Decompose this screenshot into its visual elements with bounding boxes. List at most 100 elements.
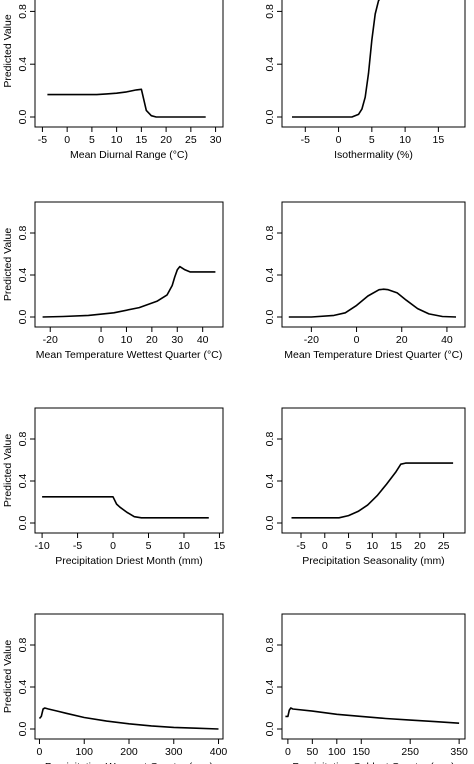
- x-tick-label: 0: [354, 334, 360, 346]
- plot-frame: [34, 0, 224, 128]
- x-tick-label: 350: [450, 746, 468, 758]
- x-tick-label: 50: [306, 746, 318, 758]
- x-tick-label: 100: [75, 746, 93, 758]
- y-axis-label: Predicted Value: [2, 434, 14, 508]
- response-curve-line: [291, 462, 454, 519]
- plot-frame: [34, 201, 224, 328]
- plot-frame: [281, 407, 466, 534]
- y-tick-label: 0.8: [17, 432, 29, 447]
- x-tick-label: 5: [346, 540, 352, 552]
- x-tick-label: 0: [285, 746, 291, 758]
- y-tick-label: 0.0: [17, 722, 29, 737]
- y-tick-label: 0.0: [17, 110, 29, 125]
- x-tick-label: 0: [336, 134, 342, 146]
- plot-frame: [34, 613, 224, 740]
- chart-panel-7: 0 100 200 300 400 0.0 0.4 0.8 Precipitation Warm…: [2, 613, 228, 764]
- response-curve-line: [42, 496, 209, 519]
- y-tick-label: 0.4: [17, 474, 29, 489]
- y-tick-label: 0.8: [264, 4, 276, 19]
- y-tick-label: 0.4: [264, 474, 276, 489]
- y-tick-label: 0.8: [17, 638, 29, 653]
- x-tick-label: 30: [171, 334, 183, 346]
- x-tick-label: 10: [399, 134, 411, 146]
- y-tick-label: 0.0: [17, 516, 29, 531]
- x-tick-label: 10: [178, 540, 190, 552]
- x-axis-label: Precipitation Coldest Quarter (mm): [292, 761, 454, 764]
- response-curve-line: [38, 707, 219, 730]
- x-tick-label: 10: [111, 134, 123, 146]
- y-tick-label: 0.0: [264, 516, 276, 531]
- x-tick-label: -20: [43, 334, 58, 346]
- x-tick-label: -10: [35, 540, 50, 552]
- x-tick-label: 0: [322, 540, 328, 552]
- y-tick-label: 0.0: [264, 110, 276, 125]
- x-tick-label: 20: [160, 134, 172, 146]
- x-tick-label: 200: [120, 746, 138, 758]
- x-tick-label: 100: [328, 746, 346, 758]
- y-tick-label: 0.8: [17, 4, 29, 19]
- y-tick-label: 0.8: [17, 226, 29, 241]
- y-tick-label: 0.4: [264, 680, 276, 695]
- plot-frame: [281, 201, 466, 328]
- x-tick-label: 5: [369, 134, 375, 146]
- y-tick-label: 0.4: [264, 268, 276, 283]
- y-tick-label: 0.4: [17, 268, 29, 283]
- y-tick-label: 0.8: [264, 226, 276, 241]
- x-tick-label: 10: [366, 540, 378, 552]
- y-tick-label: 0.4: [264, 57, 276, 72]
- x-tick-label: 0: [37, 746, 43, 758]
- x-tick-label: 25: [438, 540, 450, 552]
- x-tick-label: 10: [121, 334, 133, 346]
- x-axis-label: Precipitation Seasonality (mm): [302, 555, 444, 567]
- y-tick-label: 0.4: [17, 57, 29, 72]
- x-tick-label: 20: [146, 334, 158, 346]
- plot-frame: [281, 613, 466, 740]
- chart-panel-2: -5 0 5 10 15 0.0 0.4 0.8 Isothermality (%): [264, 0, 466, 161]
- y-axis-label: Predicted Value: [2, 14, 14, 88]
- x-tick-label: 5: [89, 134, 95, 146]
- chart-panel-6: -5 0 5 10 15 20 25 0.0 0.4 0.8 Precipitation Seaso…: [264, 407, 466, 567]
- x-axis-label: Mean Temperature Wettest Quarter (°C): [36, 349, 222, 361]
- x-tick-label: 25: [185, 134, 197, 146]
- x-tick-label: 20: [414, 540, 426, 552]
- x-tick-label: 0: [64, 134, 70, 146]
- x-tick-label: 400: [210, 746, 228, 758]
- x-axis-label: Precipitation Driest Month (mm): [55, 555, 203, 567]
- x-tick-label: 40: [441, 334, 453, 346]
- response-curve-line: [42, 265, 216, 318]
- response-curve-line: [288, 288, 457, 318]
- response-curve-line: [292, 0, 380, 118]
- response-curve-line: [285, 707, 460, 724]
- y-tick-label: 0.8: [264, 638, 276, 653]
- x-axis-label: Mean Temperature Driest Quarter (°C): [284, 349, 462, 361]
- chart-panel-8: 0 50 100 150 250 350 0.0 0.4 0.8 Precipitation Co…: [264, 613, 468, 764]
- x-tick-label: 40: [197, 334, 209, 346]
- x-tick-label: -5: [296, 540, 305, 552]
- x-tick-label: 250: [401, 746, 419, 758]
- x-tick-label: 15: [390, 540, 402, 552]
- x-tick-label: 15: [136, 134, 148, 146]
- x-tick-label: -5: [38, 134, 47, 146]
- x-tick-label: -5: [73, 540, 82, 552]
- x-axis-label: Mean Diurnal Range (°C): [70, 149, 188, 161]
- x-tick-label: 30: [210, 134, 222, 146]
- x-axis-label: Precipitation Warmest Quarter (mm): [45, 761, 213, 764]
- x-tick-label: 150: [353, 746, 371, 758]
- x-tick-label: 0: [98, 334, 104, 346]
- x-tick-label: -5: [301, 134, 310, 146]
- chart-panel-5: -10 -5 0 5 10 15 0.0 0.4 0.8 Precipitation Driest…: [2, 407, 226, 567]
- x-axis-label: Isothermality (%): [334, 149, 413, 161]
- y-tick-label: 0.4: [17, 680, 29, 695]
- y-axis-label: Predicted Value: [2, 640, 14, 714]
- x-tick-label: 0: [110, 540, 116, 552]
- x-tick-label: 20: [396, 334, 408, 346]
- plot-frame: [34, 407, 224, 534]
- y-tick-label: 0.8: [264, 432, 276, 447]
- y-tick-label: 0.0: [264, 310, 276, 325]
- response-curve-line: [47, 88, 206, 118]
- y-tick-label: 0.0: [264, 722, 276, 737]
- x-tick-label: 15: [433, 134, 445, 146]
- chart-panel-1: -5 0 5 10 15 20 25 30 0.0 0.4 0.8 Mean Diurnal Rang…: [2, 0, 224, 161]
- x-tick-label: 15: [214, 540, 226, 552]
